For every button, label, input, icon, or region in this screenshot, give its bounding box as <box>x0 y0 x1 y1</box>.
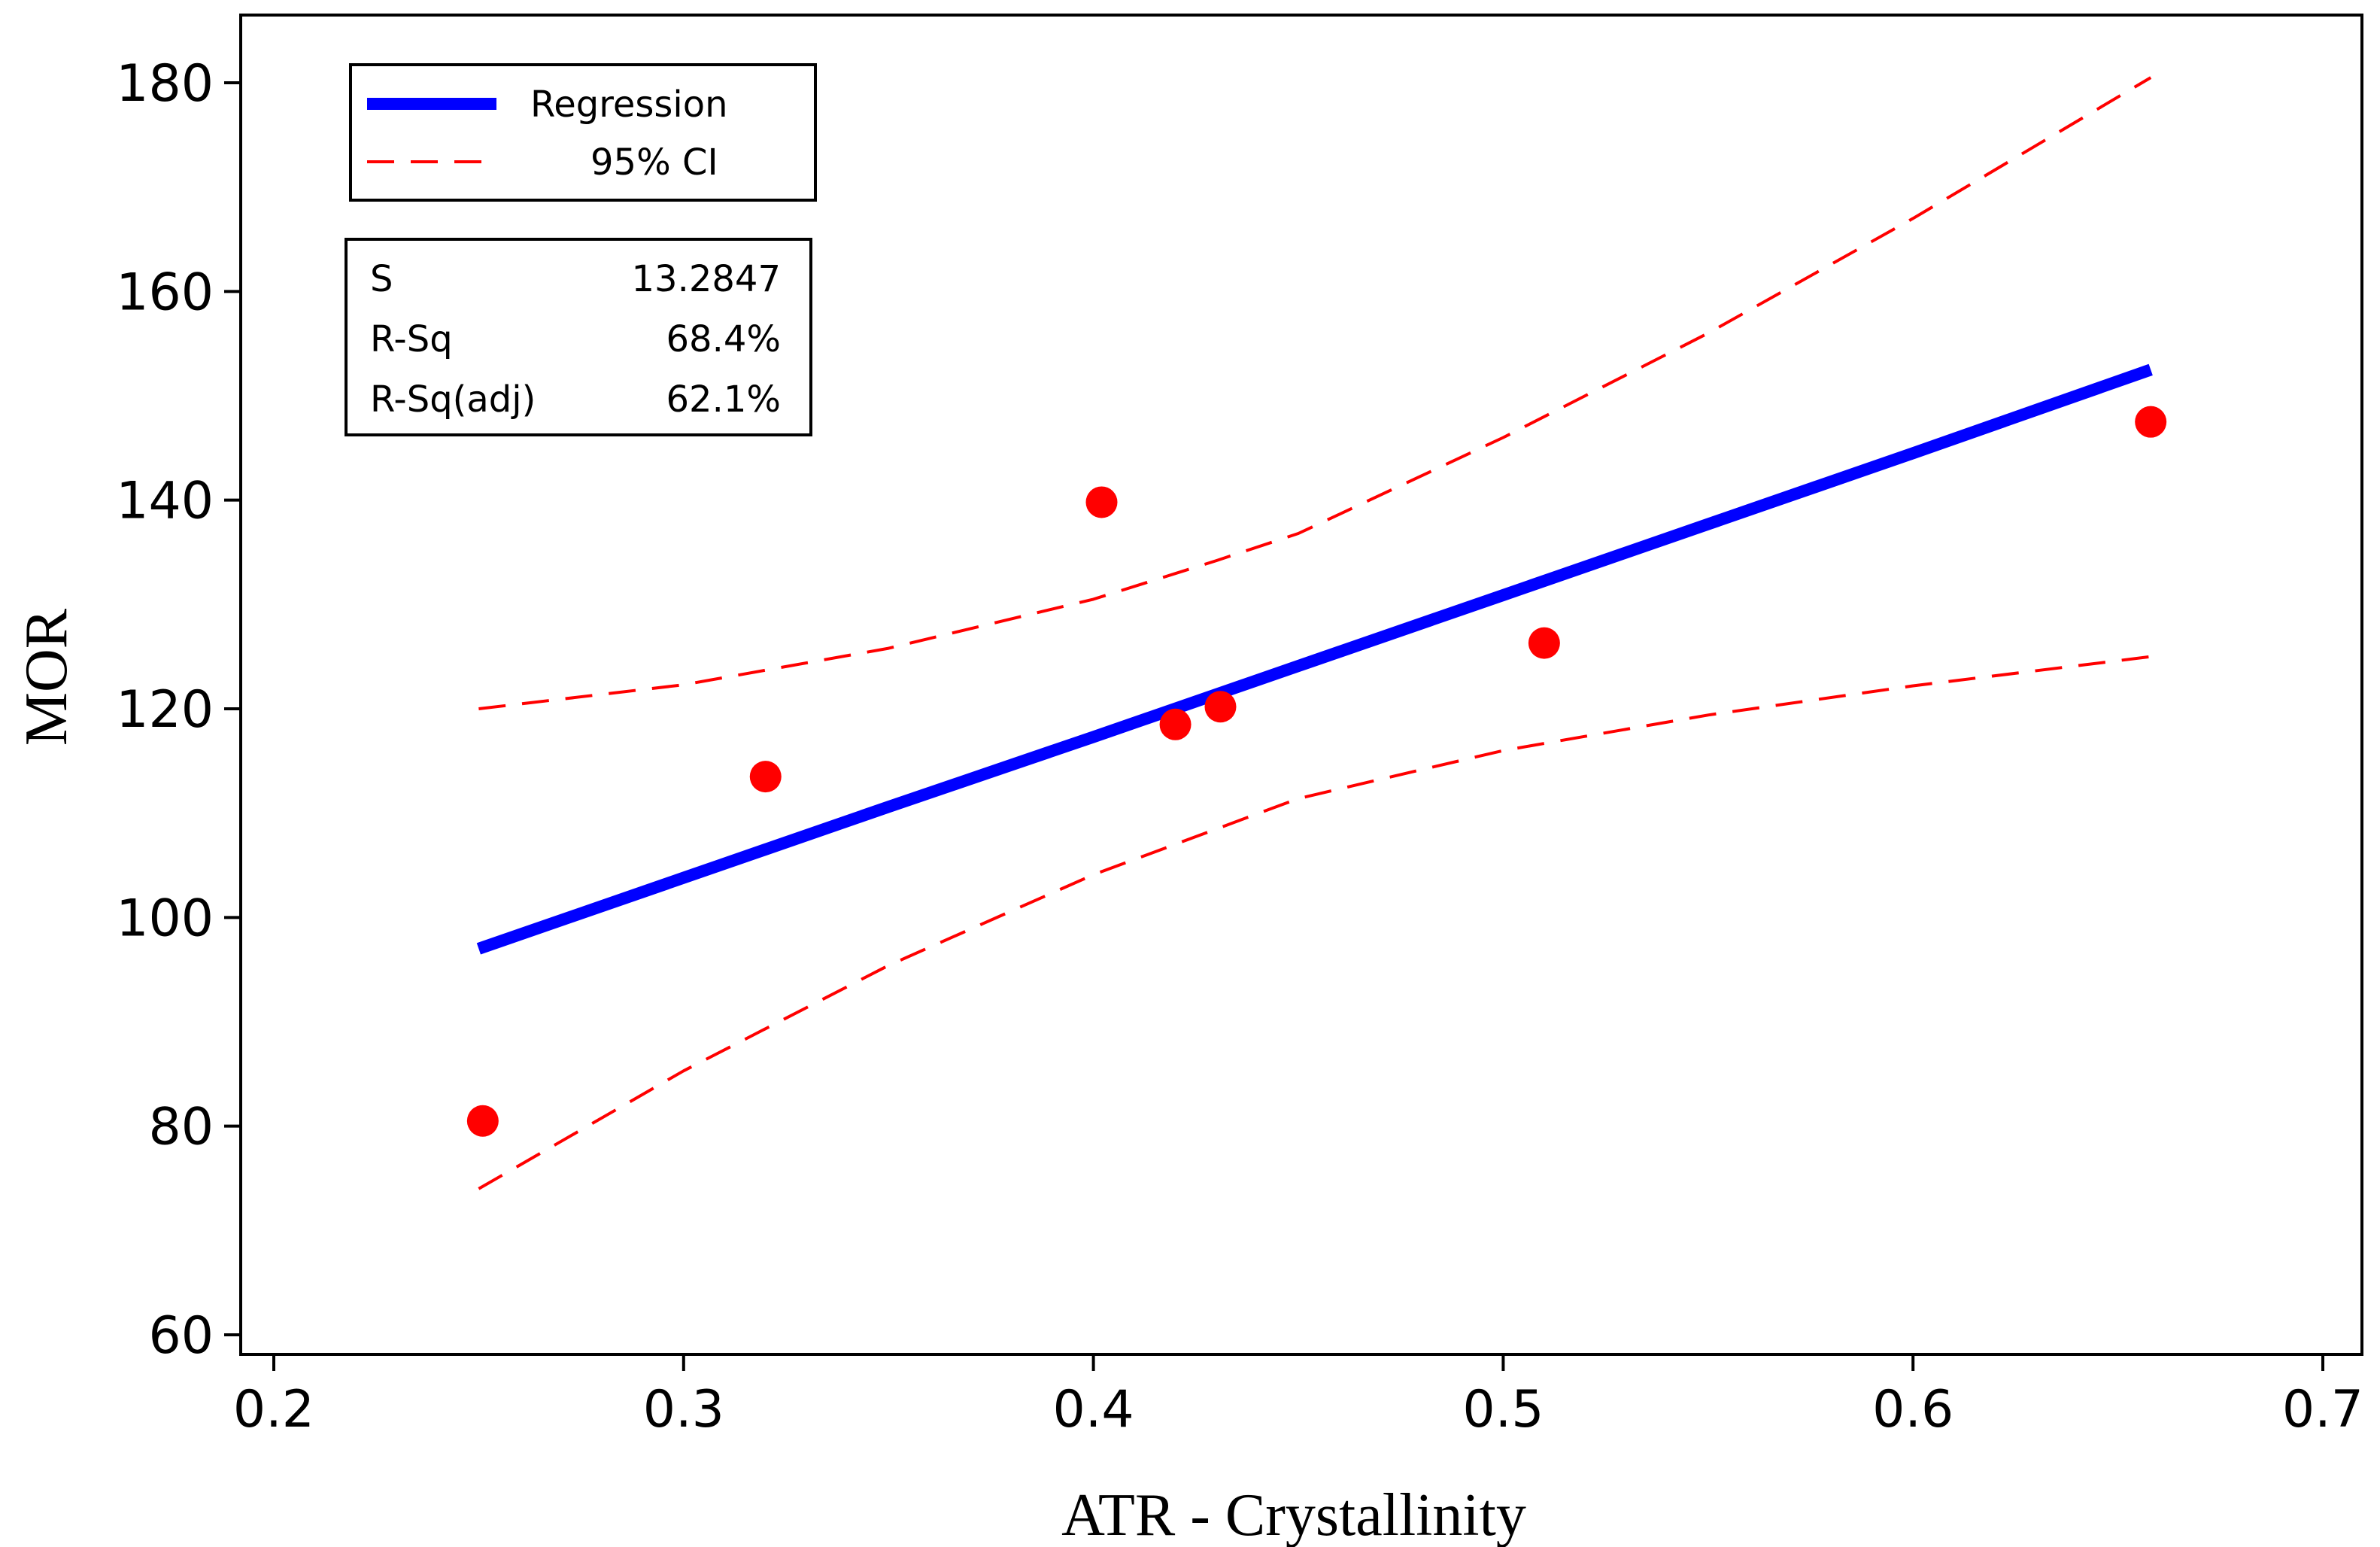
legend-box <box>349 63 817 202</box>
stat-rsq-label: R-Sq <box>370 318 453 360</box>
plot-frame <box>239 14 2363 1356</box>
stat-s-label: S <box>370 258 393 300</box>
x-tick-label-0.3: 0.3 <box>643 1380 724 1439</box>
x-tick-label-0.6: 0.6 <box>1872 1380 1953 1439</box>
y-axis: 60 80 100 120 140 160 180 <box>116 54 241 1366</box>
x-axis: 0.2 0.3 0.4 0.5 0.6 0.7 <box>233 1354 2363 1439</box>
ci-upper-line <box>478 76 2152 710</box>
y-tick-label-120: 120 <box>116 680 214 740</box>
legend-ci-label: 95% CI <box>590 141 718 184</box>
data-point-1 <box>466 1105 499 1137</box>
y-axis-title: MOR <box>14 608 80 746</box>
x-tick-label-0.5: 0.5 <box>1462 1380 1544 1439</box>
y-tick-label-60: 60 <box>148 1306 214 1366</box>
stat-s-value: 13.2847 <box>632 258 782 300</box>
legend-regression-label: Regression <box>530 84 728 126</box>
legend: Regression 95% CI <box>349 63 817 202</box>
data-point-3 <box>1085 486 1118 518</box>
y-tick-label-80: 80 <box>148 1098 214 1157</box>
stats-box-frame <box>345 238 812 436</box>
y-tick-label-100: 100 <box>116 889 214 948</box>
stat-rsq-adj-label: R-Sq(adj) <box>370 378 536 421</box>
data-point-5 <box>1204 691 1237 723</box>
y-tick-label-140: 140 <box>116 472 214 531</box>
stat-rsq-value: 68.4% <box>666 318 781 360</box>
stats-box: S 13.2847 R-Sq 68.4% R-Sq(adj) 62.1% <box>345 238 812 436</box>
x-tick-label-0.7: 0.7 <box>2282 1380 2363 1439</box>
x-axis-title: ATR - Crystallinity <box>1061 1482 1526 1547</box>
data-point-6 <box>1528 627 1560 659</box>
data-point-7 <box>2135 406 2167 438</box>
x-tick-label-0.2: 0.2 <box>233 1380 314 1439</box>
ci-lower-line <box>478 655 2151 1190</box>
regression-line <box>476 363 2153 955</box>
y-tick-label-160: 160 <box>116 263 214 322</box>
y-tick-label-180: 180 <box>116 54 214 114</box>
x-tick-label-0.4: 0.4 <box>1053 1380 1134 1439</box>
data-point-4 <box>1159 708 1192 740</box>
series-layer <box>476 76 2153 1190</box>
points-layer <box>466 406 2167 1137</box>
stat-rsq-adj-value: 62.1% <box>666 378 781 421</box>
data-point-2 <box>749 761 782 793</box>
